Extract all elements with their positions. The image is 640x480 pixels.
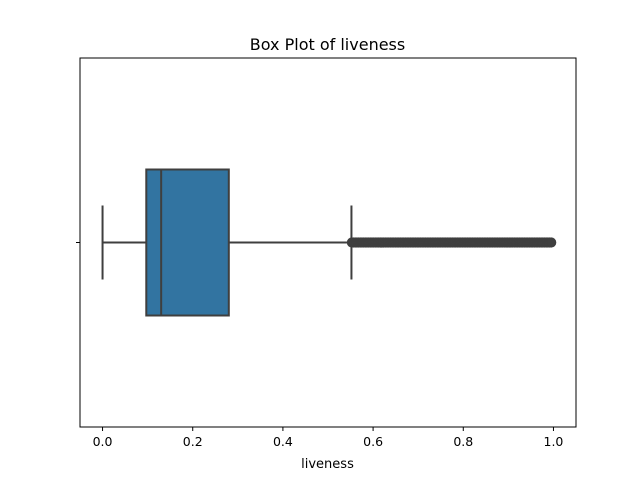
x-tick-label: 0.0 bbox=[93, 434, 113, 449]
iqr-box bbox=[145, 168, 230, 317]
x-tick-label: 0.4 bbox=[273, 434, 293, 449]
x-axis-ticks: 0.0 0.2 0.4 0.6 0.8 1.0 bbox=[76, 242, 564, 449]
x-tick-label: 0.8 bbox=[453, 434, 473, 449]
x-tick-label: 0.6 bbox=[363, 434, 383, 449]
x-axis-label: liveness bbox=[301, 457, 354, 472]
outlier-point bbox=[546, 237, 557, 248]
x-tick-label: 1.0 bbox=[544, 434, 564, 449]
plot-layer bbox=[101, 168, 557, 317]
x-tick-label: 0.2 bbox=[183, 434, 203, 449]
chart-title: Box Plot of liveness bbox=[250, 35, 405, 54]
plot-frame bbox=[79, 57, 577, 428]
